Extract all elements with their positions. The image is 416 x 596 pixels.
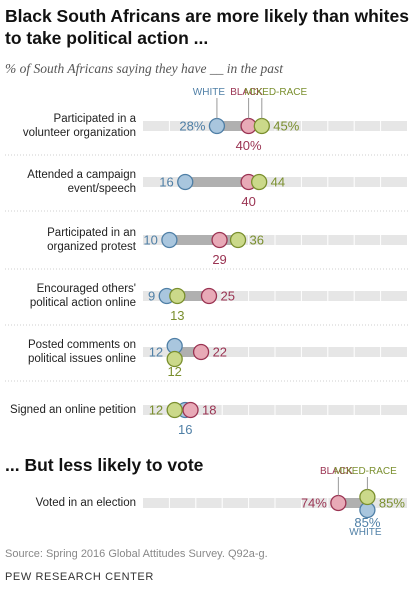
dot-mixed: [166, 350, 183, 368]
row-label-line: political issues online: [27, 353, 136, 365]
row-label-line: Voted in an election: [35, 497, 136, 509]
value-label-white: 9: [148, 289, 155, 304]
row-label: Participated in an organized protest: [5, 226, 136, 254]
value-label-white: 12: [149, 345, 163, 360]
chart-subtitle: % of South Africans saying they have __ …: [5, 61, 283, 76]
value-label-black: 40: [241, 194, 255, 209]
row-label: Voted in an election: [5, 496, 136, 510]
value-label-mixed: 45%: [273, 119, 299, 134]
dot-black: [211, 231, 228, 249]
value-label-white: 16: [178, 422, 192, 437]
legend-white-vote: WHITE: [349, 527, 382, 538]
range-bar: [185, 177, 260, 187]
legend-black-vote: BLACK: [320, 466, 353, 477]
value-label-black: 29: [212, 252, 226, 267]
value-label-mixed: 44: [271, 175, 285, 190]
source-note: Source: Spring 2016 Global Attitudes Sur…: [5, 548, 268, 560]
dot-mixed: [166, 401, 183, 419]
org-name: PEW RESEARCH CENTER: [5, 571, 154, 583]
value-label-black: 25: [221, 289, 235, 304]
legend-mixed-vote: MIXED-RACE: [334, 466, 397, 477]
row-label-line: Attended a campaign: [27, 169, 136, 181]
range-bar: [169, 235, 239, 245]
value-label-mixed: 12: [149, 403, 163, 418]
row-label: Participated in a volunteer organization: [5, 112, 136, 140]
value-label-white: 85%: [354, 515, 380, 530]
chart-title: Black South Africans are more likely tha…: [5, 6, 409, 48]
value-label-white: 10: [143, 233, 157, 248]
value-label-mixed: 12: [167, 364, 181, 379]
dot-mixed: [253, 117, 270, 135]
value-label-black: 18: [202, 403, 216, 418]
dot-mixed: [359, 488, 376, 506]
range-bar: [166, 291, 209, 301]
row-label-line: Posted comments on: [27, 339, 136, 351]
row-label-line: Encouraged others': [36, 283, 136, 295]
legend-black: BLACK: [230, 87, 263, 98]
row-label-line: Participated in an: [47, 227, 136, 239]
value-label-black: 40%: [236, 138, 262, 153]
row-label: Signed an online petition: [5, 403, 136, 417]
value-label-black: 22: [213, 345, 227, 360]
range-bar: [338, 498, 368, 508]
row-label: Posted comments on political issues onlin…: [5, 338, 136, 366]
row-label: Encouraged others' political action onlin…: [5, 282, 136, 310]
dot-mixed: [251, 173, 268, 191]
row-label-line: organized protest: [47, 241, 136, 253]
dot-black: [330, 494, 347, 512]
row-label-line: volunteer organization: [22, 127, 136, 139]
range-bar: [216, 121, 262, 131]
range-bar: [174, 347, 202, 357]
row-label-line: Participated in a: [53, 113, 136, 125]
dot-black: [200, 287, 218, 305]
dot-white: [177, 173, 194, 191]
value-label-white: 28%: [179, 119, 205, 134]
row-label-line: political action online: [29, 297, 136, 309]
value-label-mixed: 36: [250, 233, 264, 248]
value-label-mixed: 13: [170, 308, 184, 323]
row-label-line: event/speech: [67, 183, 136, 195]
legend-mixed: MIXED-RACE: [244, 87, 307, 98]
row-label-line: Signed an online petition: [10, 404, 136, 416]
dot-mixed: [169, 287, 186, 305]
dot-white: [161, 231, 178, 249]
dot-black: [192, 343, 210, 361]
section-title-vote: ... But less likely to vote: [5, 455, 204, 475]
dot-mixed: [229, 231, 247, 249]
dot-white: [208, 117, 226, 135]
value-label-mixed: 85%: [379, 496, 405, 511]
row-label: Attended a campaign event/speech: [5, 168, 136, 196]
legend-white: WHITE: [193, 87, 226, 98]
value-label-black: 74%: [301, 496, 327, 511]
value-label-white: 16: [159, 175, 173, 190]
dot-black: [182, 401, 199, 419]
